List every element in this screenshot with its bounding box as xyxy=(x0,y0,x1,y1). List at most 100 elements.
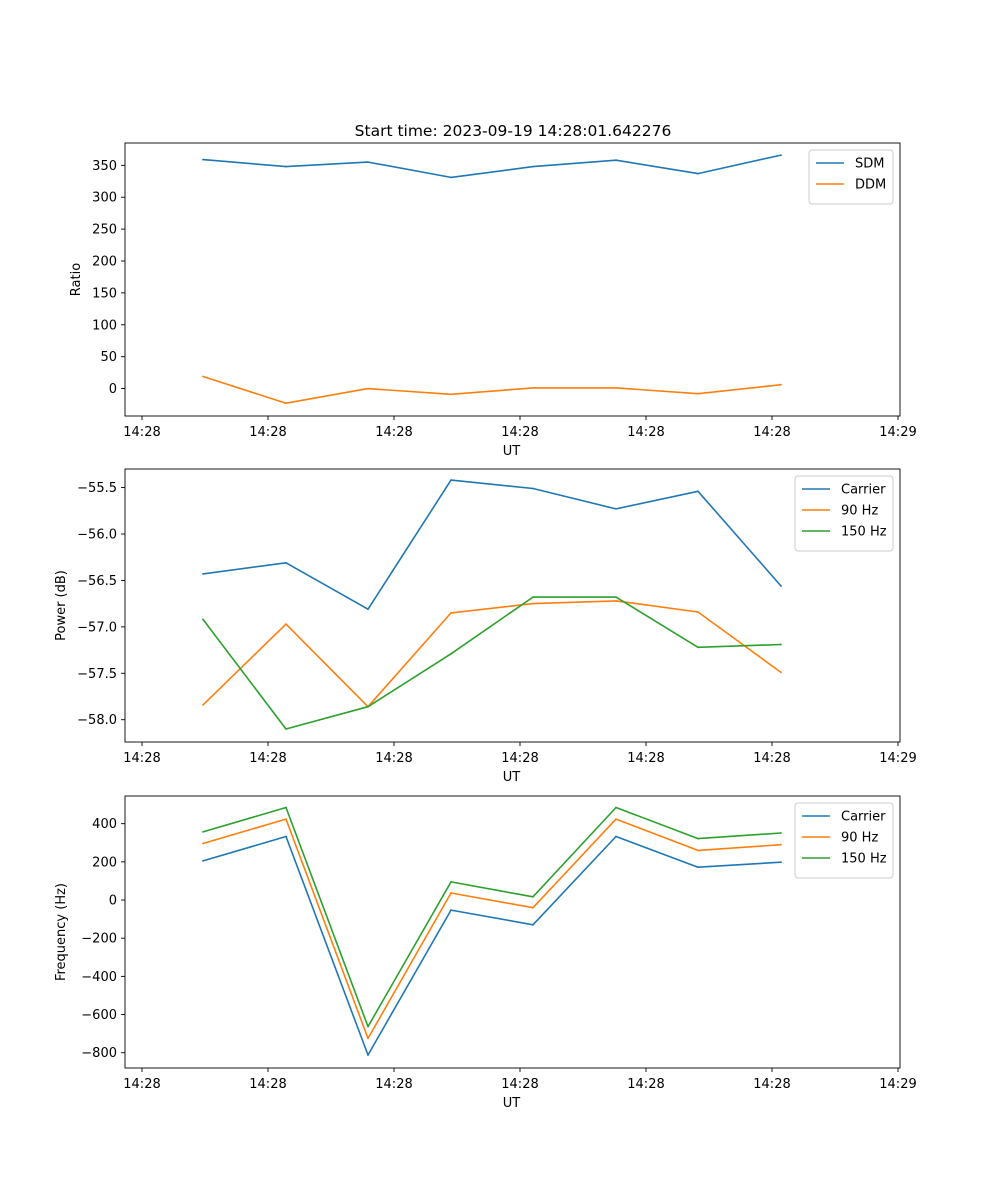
data-point-carrier-0 xyxy=(202,860,204,862)
x-axis-label: UT xyxy=(503,444,521,459)
axes-frame xyxy=(124,795,901,1069)
data-point-sdm-7 xyxy=(780,154,782,157)
legend-label-90-hz: 90 Hz xyxy=(841,831,878,846)
data-point-ddm-6 xyxy=(697,392,699,395)
legend-box xyxy=(794,475,894,552)
series-line-carrier xyxy=(202,835,782,1056)
frequency-panel: −800 −600 −400 −200 0 200 400 14:28 14:28 14:28 14… xyxy=(54,795,917,1111)
data-point-sdm-6 xyxy=(697,172,699,175)
data-point-150-hz-1 xyxy=(285,806,287,809)
data-point-90-hz-3 xyxy=(450,612,452,614)
y-tick-label: −800 xyxy=(81,1046,117,1061)
y-tick-label: 300 xyxy=(92,191,117,206)
data-point-150-hz-6 xyxy=(697,837,699,840)
data-point-90-hz-5 xyxy=(615,818,617,820)
data-point-carrier-1 xyxy=(285,561,287,564)
y-tick-label: −200 xyxy=(81,932,117,947)
data-point-sdm-4 xyxy=(532,165,534,168)
series-line-sdm xyxy=(202,154,782,179)
series-line-ddm xyxy=(202,375,782,405)
x-tick-label: 14:28 xyxy=(375,1077,412,1092)
legend: Carrier 90 Hz 150 Hz xyxy=(794,802,894,879)
y-tick-label: 50 xyxy=(100,350,117,365)
data-point-90-hz-2 xyxy=(367,1037,369,1040)
series-line-90-hz xyxy=(202,600,782,708)
data-point-carrier-6 xyxy=(697,490,699,493)
y-axis-label: Frequency (Hz) xyxy=(54,883,69,981)
x-tick-label: 14:28 xyxy=(501,425,538,440)
x-tick-label: 14:28 xyxy=(501,751,538,766)
legend-box xyxy=(794,802,894,879)
x-tick-label: 14:28 xyxy=(501,1077,538,1092)
y-tick-label: 200 xyxy=(92,855,117,870)
y-tick-label: −56.0 xyxy=(77,528,117,543)
data-point-150-hz-0 xyxy=(202,831,204,833)
data-point-carrier-4 xyxy=(532,487,534,490)
data-point-150-hz-7 xyxy=(780,832,782,834)
y-tick-label: 100 xyxy=(92,318,117,333)
data-point-sdm-0 xyxy=(202,158,204,161)
power-panel: −58.0 −57.5 −57.0 −56.5 −56.0 −55.5 14:28 14:28… xyxy=(54,468,917,785)
y-tick-label: 0 xyxy=(109,382,117,397)
data-point-carrier-1 xyxy=(285,835,287,838)
data-point-90-hz-0 xyxy=(202,842,204,845)
legend-label-carrier: Carrier xyxy=(841,483,886,498)
data-point-90-hz-6 xyxy=(697,849,699,852)
data-point-carrier-4 xyxy=(532,923,534,926)
axes-frame xyxy=(124,468,901,743)
data-point-90-hz-5 xyxy=(615,600,617,602)
legend-label-ddm: DDM xyxy=(855,178,886,193)
x-tick-label: 14:29 xyxy=(879,1077,916,1092)
data-point-150-hz-3 xyxy=(450,652,452,655)
y-tick-label: 200 xyxy=(92,255,117,270)
figure-title: Start time: 2023-09-19 14:28:01.642276 xyxy=(355,122,672,140)
data-point-carrier-7 xyxy=(780,861,782,864)
y-tick-label: −56.5 xyxy=(77,574,117,589)
data-point-carrier-5 xyxy=(615,835,617,838)
y-tick-label: −58.0 xyxy=(77,713,117,728)
x-tick-label: 14:28 xyxy=(627,751,664,766)
y-tick-label: −57.0 xyxy=(77,620,117,635)
y-tick-label: −57.5 xyxy=(77,667,117,682)
data-point-ddm-0 xyxy=(202,375,204,378)
data-point-ddm-3 xyxy=(450,393,452,396)
data-point-90-hz-0 xyxy=(202,704,204,706)
data-point-carrier-2 xyxy=(367,1054,369,1056)
x-tick-label: 14:28 xyxy=(375,425,412,440)
data-point-150-hz-4 xyxy=(532,895,534,898)
x-tick-label: 14:28 xyxy=(249,751,286,766)
x-tick-label: 14:28 xyxy=(375,751,412,766)
data-point-150-hz-3 xyxy=(450,881,452,883)
ratio-panel: 0 50 100 150 200 250 300 350 14:28 14:28 14:28 14:2… xyxy=(69,142,917,459)
legend-label-150-hz: 150 Hz xyxy=(841,852,887,867)
data-point-150-hz-2 xyxy=(367,1025,369,1028)
data-point-carrier-7 xyxy=(780,585,782,587)
x-tick-label: 14:28 xyxy=(123,425,160,440)
series-line-150-hz xyxy=(202,596,782,730)
y-tick-label: −600 xyxy=(81,1008,117,1023)
data-point-90-hz-7 xyxy=(780,671,782,674)
data-point-150-hz-6 xyxy=(697,646,699,649)
data-point-sdm-2 xyxy=(367,161,369,164)
data-point-sdm-5 xyxy=(615,159,617,162)
x-tick-label: 14:28 xyxy=(123,751,160,766)
legend: SDM DDM xyxy=(808,149,894,205)
legend-label-150-hz: 150 Hz xyxy=(841,525,887,540)
data-point-carrier-3 xyxy=(450,479,452,481)
data-point-90-hz-1 xyxy=(285,818,287,820)
y-tick-label: −55.5 xyxy=(77,481,117,496)
y-tick-label: 350 xyxy=(92,159,117,174)
data-point-150-hz-2 xyxy=(367,705,369,708)
legend-label-90-hz: 90 Hz xyxy=(841,504,878,519)
y-tick-label: 0 xyxy=(109,894,117,909)
data-point-sdm-3 xyxy=(450,176,452,179)
data-point-150-hz-4 xyxy=(532,596,534,598)
data-point-carrier-2 xyxy=(367,608,369,611)
data-point-ddm-7 xyxy=(780,383,782,386)
legend-label-carrier: Carrier xyxy=(841,810,886,825)
x-tick-label: 14:28 xyxy=(249,1077,286,1092)
data-point-150-hz-7 xyxy=(780,643,782,646)
data-point-90-hz-3 xyxy=(450,892,452,894)
legend-label-sdm: SDM xyxy=(855,157,884,172)
